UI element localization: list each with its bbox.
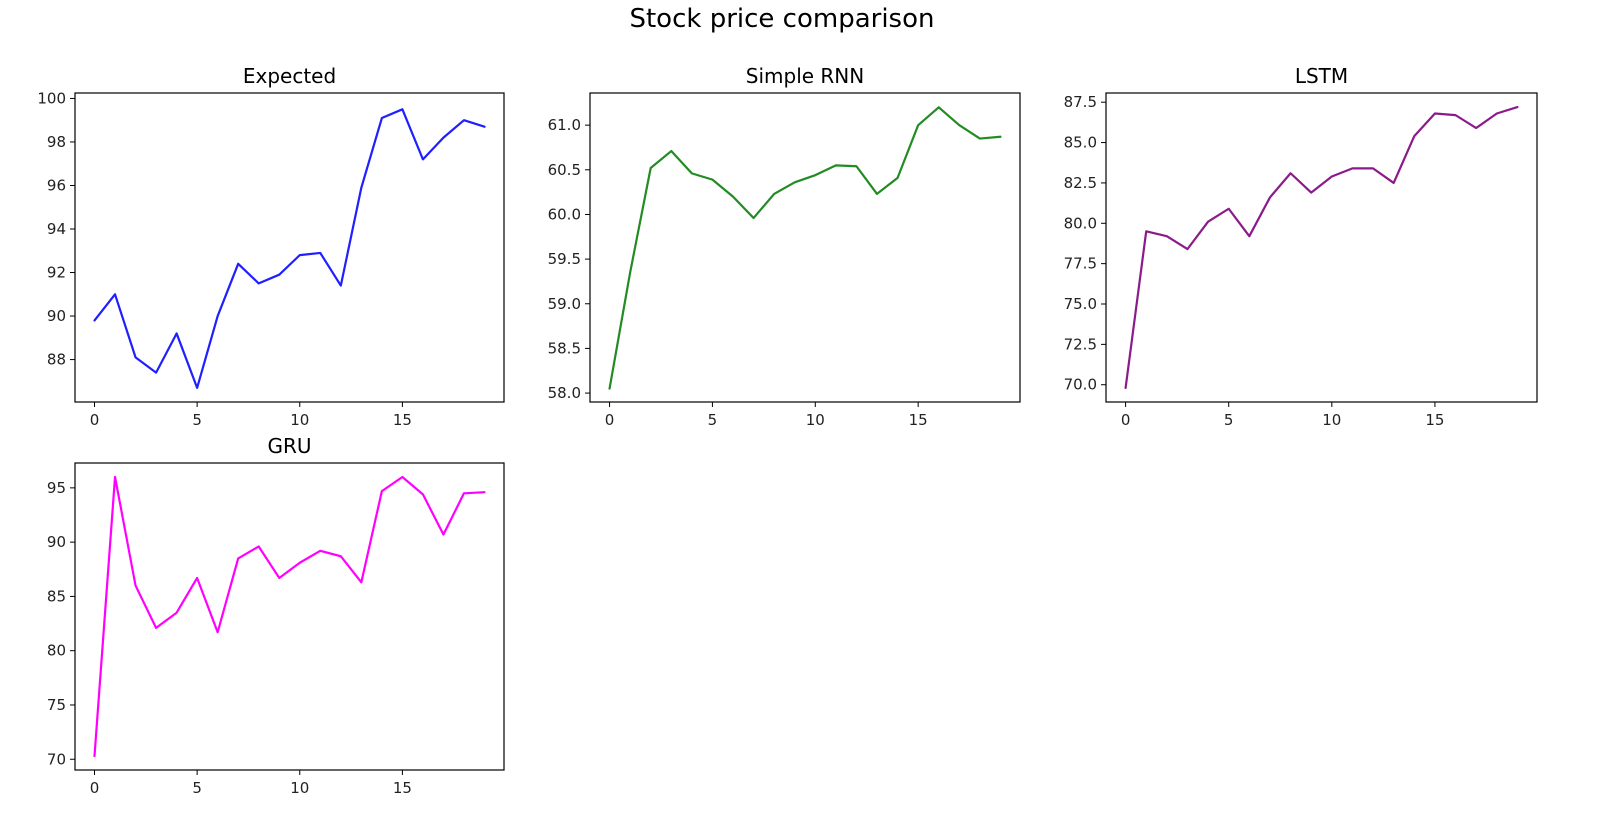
- x-tick-label: 15: [1425, 411, 1444, 429]
- y-tick-label: 75.0: [1064, 295, 1097, 313]
- figure-title: Stock price comparison: [629, 4, 934, 34]
- x-tick-label: 0: [90, 779, 100, 797]
- x-tick-label: 0: [1121, 411, 1131, 429]
- y-tick-label: 95: [47, 479, 66, 497]
- y-tick-label: 58.0: [548, 384, 581, 402]
- x-tick-label: 5: [192, 779, 202, 797]
- y-tick-label: 60.0: [548, 205, 581, 223]
- y-tick-label: 60.5: [548, 161, 581, 179]
- chart-title: GRU: [267, 434, 311, 458]
- x-tick-label: 10: [1322, 411, 1341, 429]
- y-tick-label: 100: [37, 89, 66, 107]
- plot-area: [1105, 92, 1538, 403]
- y-tick-label: 59.5: [548, 250, 581, 268]
- y-tick-label: 90: [47, 533, 66, 551]
- x-tick-label: 5: [1224, 411, 1234, 429]
- series-line-expected: [93, 108, 486, 389]
- y-tick-label: 90: [47, 307, 66, 325]
- y-tick-label: 85.0: [1064, 134, 1097, 152]
- chart-title: Expected: [243, 64, 336, 88]
- y-tick-label: 82.5: [1064, 174, 1097, 192]
- chart-title: Simple RNN: [746, 64, 864, 88]
- plot-area: [589, 92, 1021, 403]
- y-tick-label: 58.5: [548, 339, 581, 357]
- y-tick-label: 85: [47, 587, 66, 605]
- chart-simple-rnn: Simple RNN 0 5 10 15 58.0 58.5 59.0 59.5 60.0 60.5…: [548, 64, 1021, 429]
- plot-area: [74, 92, 505, 403]
- x-tick-label: 15: [393, 411, 412, 429]
- series-line-lstm: [1124, 105, 1519, 390]
- y-tick-label: 72.5: [1064, 335, 1097, 353]
- y-tick-label: 80.0: [1064, 214, 1097, 232]
- x-tick-label: 0: [605, 411, 615, 429]
- y-tick-label: 87.5: [1064, 93, 1097, 111]
- x-tick-label: 15: [909, 411, 928, 429]
- chart-expected: Expected 0 5 10 15 88 90 92 94 96 98 100: [37, 64, 505, 429]
- chart-title: LSTM: [1295, 64, 1348, 88]
- x-tick-label: 10: [290, 411, 309, 429]
- y-tick-label: 96: [47, 176, 66, 194]
- y-tick-label: 70.0: [1064, 376, 1097, 394]
- y-tick-label: 98: [47, 133, 66, 151]
- x-tick-label: 10: [806, 411, 825, 429]
- x-tick-label: 10: [290, 779, 309, 797]
- y-tick-label: 88: [47, 351, 66, 369]
- y-tick-label: 70: [47, 750, 66, 768]
- plot-area: [74, 462, 505, 771]
- x-tick-label: 0: [90, 411, 100, 429]
- series-line-gru: [93, 475, 486, 758]
- y-tick-label: 80: [47, 642, 66, 660]
- y-tick-label: 75: [47, 696, 66, 714]
- x-tick-label: 15: [393, 779, 412, 797]
- y-tick-label: 92: [47, 264, 66, 282]
- series-line-simple-rnn: [608, 106, 1002, 390]
- x-tick-label: 5: [192, 411, 202, 429]
- y-tick-label: 61.0: [548, 116, 581, 134]
- chart-lstm: LSTM 0 5 10 15 70.0 72.5 75.0 77.5 80.0 82.5 85.0 87…: [1064, 64, 1538, 429]
- x-tick-label: 5: [708, 411, 718, 429]
- y-tick-label: 59.0: [548, 295, 581, 313]
- y-tick-label: 94: [47, 220, 66, 238]
- y-tick-label: 77.5: [1064, 255, 1097, 273]
- chart-gru: GRU 0 5 10 15 70 75 80 85 90 95: [47, 434, 505, 797]
